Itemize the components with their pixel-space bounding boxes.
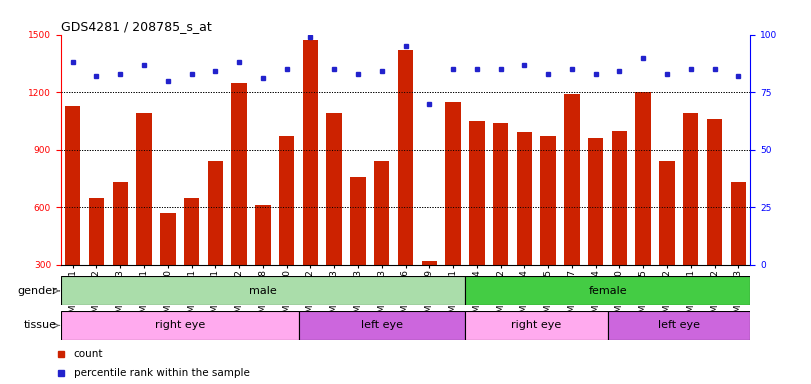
- Text: male: male: [249, 286, 277, 296]
- Bar: [517, 132, 532, 265]
- Text: left eye: left eye: [361, 320, 403, 331]
- Bar: [445, 102, 461, 265]
- Bar: [588, 138, 603, 265]
- Bar: [707, 119, 723, 265]
- Bar: [465, 276, 750, 305]
- Bar: [231, 83, 247, 265]
- Bar: [350, 177, 366, 265]
- Bar: [564, 94, 580, 265]
- Text: count: count: [74, 349, 103, 359]
- Text: gender: gender: [17, 286, 57, 296]
- Bar: [659, 161, 675, 265]
- Bar: [327, 113, 342, 265]
- Bar: [607, 311, 750, 340]
- Bar: [397, 50, 414, 265]
- Bar: [160, 213, 175, 265]
- Bar: [731, 182, 746, 265]
- Bar: [611, 131, 627, 265]
- Bar: [636, 92, 651, 265]
- Bar: [65, 106, 80, 265]
- Bar: [136, 113, 152, 265]
- Text: tissue: tissue: [24, 320, 57, 331]
- Bar: [465, 311, 607, 340]
- Bar: [208, 161, 223, 265]
- Bar: [88, 198, 104, 265]
- Text: female: female: [588, 286, 627, 296]
- Bar: [422, 261, 437, 265]
- Bar: [683, 113, 698, 265]
- Bar: [303, 40, 318, 265]
- Bar: [61, 276, 465, 305]
- Bar: [493, 123, 508, 265]
- Text: right eye: right eye: [155, 320, 205, 331]
- Bar: [113, 182, 128, 265]
- Bar: [298, 311, 465, 340]
- Bar: [184, 198, 200, 265]
- Bar: [540, 136, 556, 265]
- Bar: [469, 121, 484, 265]
- Text: GDS4281 / 208785_s_at: GDS4281 / 208785_s_at: [61, 20, 212, 33]
- Bar: [255, 205, 271, 265]
- Bar: [374, 161, 389, 265]
- Text: percentile rank within the sample: percentile rank within the sample: [74, 368, 250, 378]
- Text: right eye: right eye: [511, 320, 561, 331]
- Bar: [279, 136, 294, 265]
- Text: left eye: left eye: [658, 320, 700, 331]
- Bar: [61, 311, 298, 340]
